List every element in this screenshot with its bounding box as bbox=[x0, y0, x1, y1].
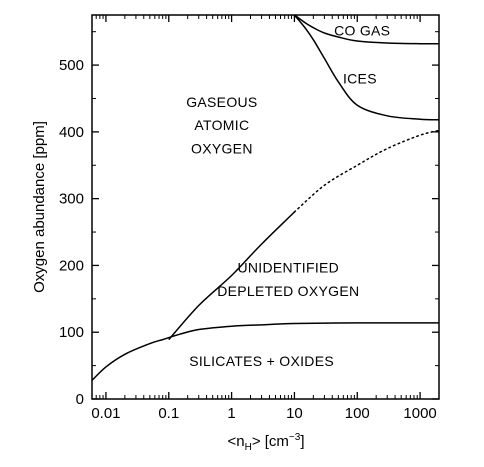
y-axis-label: Oxygen abundance [ppm] bbox=[31, 121, 48, 293]
x-axis-label: <nH> [cm−3] bbox=[227, 432, 304, 453]
y-tick-label: 300 bbox=[59, 191, 84, 208]
axis-ticks: 0.01 0.1 1 10 100 1000 0 100 200 300 400 500 bbox=[59, 15, 439, 422]
y-tick-label: 400 bbox=[59, 124, 84, 141]
y-tick-label: 100 bbox=[59, 324, 84, 341]
region-annotations: GASEOUS ATOMIC OXYGEN CO GAS ICES UNIDENTIFIE… bbox=[186, 22, 390, 369]
region-label-gaseous: GASEOUS bbox=[186, 94, 257, 110]
x-tick-label: 1000 bbox=[403, 405, 436, 422]
x-tick-label: 1 bbox=[227, 405, 235, 422]
region-label-unidentified: UNIDENTIFIED bbox=[237, 259, 339, 275]
curve-5 bbox=[293, 14, 440, 45]
y-tick-label: 500 bbox=[59, 57, 84, 74]
plot-frame bbox=[91, 14, 440, 400]
region-label-unidentified: DEPLETED OXYGEN bbox=[217, 283, 359, 299]
curve-3 bbox=[293, 129, 440, 213]
region-label-gaseous: ATOMIC bbox=[194, 117, 249, 133]
x-tick-label: 0.1 bbox=[158, 405, 179, 422]
x-tick-label: 100 bbox=[345, 405, 370, 422]
y-tick-label: 0 bbox=[76, 391, 84, 408]
x-tick-label: 0.01 bbox=[91, 405, 120, 422]
region-label-ices: ICES bbox=[343, 70, 377, 86]
curve-1 bbox=[91, 322, 439, 381]
data-curves bbox=[91, 14, 440, 381]
x-tick-label: 10 bbox=[286, 405, 303, 422]
curve-2 bbox=[168, 211, 295, 341]
curve-4 bbox=[293, 14, 440, 121]
y-tick-label: 200 bbox=[59, 257, 84, 274]
region-label-co-gas: CO GAS bbox=[334, 22, 390, 38]
region-label-silicates: SILICATES + OXIDES bbox=[189, 353, 334, 369]
region-label-gaseous: OXYGEN bbox=[191, 141, 253, 157]
